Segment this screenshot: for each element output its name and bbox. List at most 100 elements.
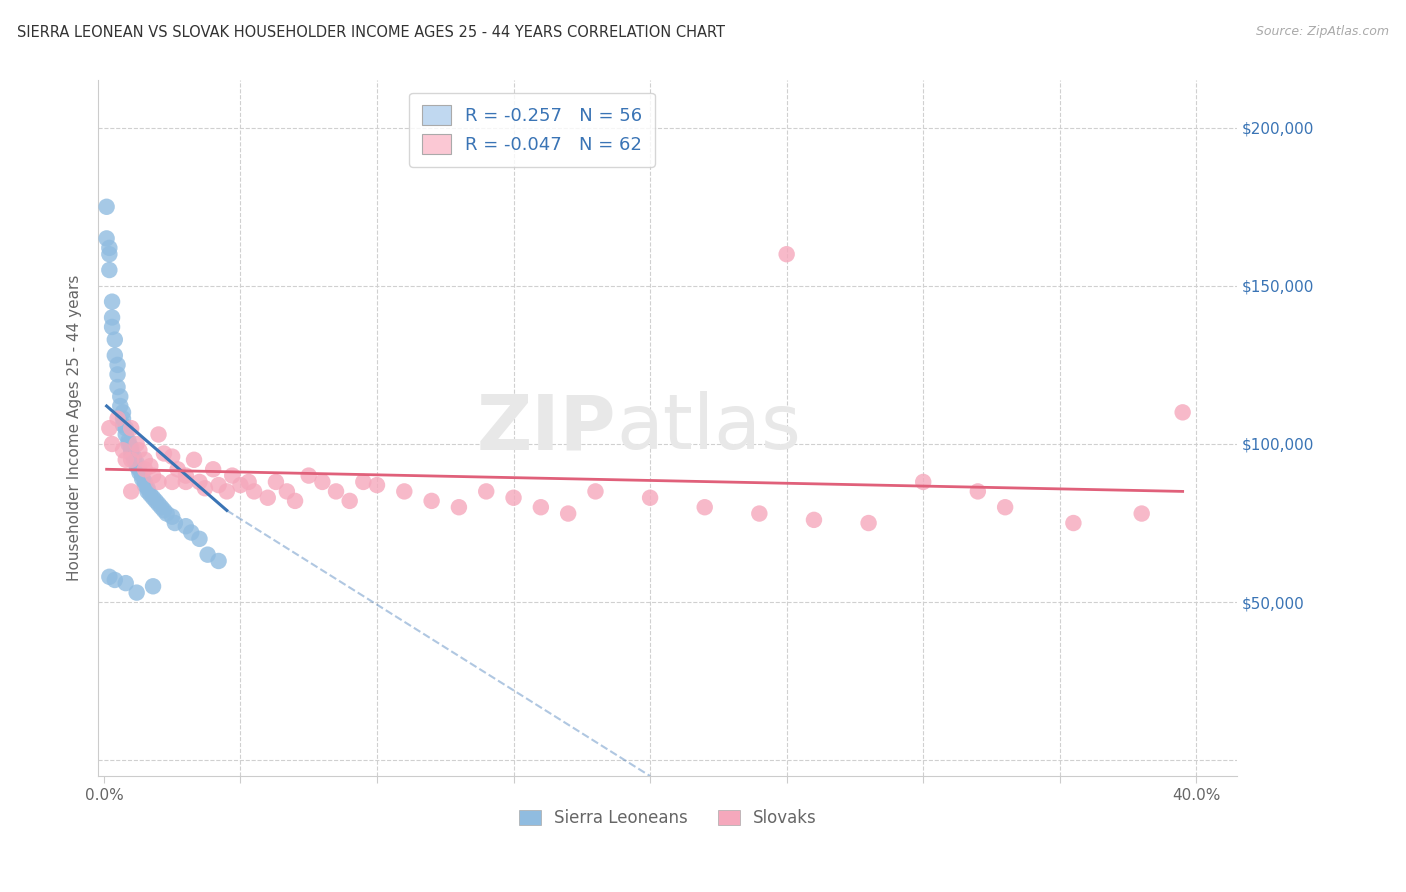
Point: [120, 443, 142, 458]
Point: [243, 484, 266, 499]
Point: [858, 516, 880, 530]
Point: [284, 494, 307, 508]
Point: [120, 446, 142, 460]
Point: [134, 452, 156, 467]
Point: [475, 484, 498, 499]
Point: [136, 481, 159, 495]
Point: [145, 494, 167, 508]
Point: [96, 200, 118, 214]
Point: [117, 434, 139, 448]
Point: [136, 484, 159, 499]
Point: [134, 475, 156, 489]
Point: [215, 484, 238, 499]
Point: [160, 450, 183, 464]
Point: [202, 462, 225, 476]
Point: [188, 475, 211, 489]
Point: [134, 478, 156, 492]
Point: [229, 478, 252, 492]
Point: [111, 443, 134, 458]
Point: [107, 411, 129, 425]
Point: [125, 459, 148, 474]
Point: [125, 437, 148, 451]
Point: [120, 452, 142, 467]
Point: [148, 475, 170, 489]
Point: [264, 475, 287, 489]
Point: [160, 509, 183, 524]
Point: [748, 507, 770, 521]
Text: Source: ZipAtlas.com: Source: ZipAtlas.com: [1256, 25, 1389, 38]
Point: [139, 487, 162, 501]
Point: [163, 516, 186, 530]
Point: [174, 468, 197, 483]
Point: [530, 500, 553, 515]
Point: [207, 478, 229, 492]
Point: [166, 462, 188, 476]
Text: ZIP: ZIP: [477, 392, 617, 465]
Point: [221, 468, 243, 483]
Point: [156, 507, 179, 521]
Point: [1062, 516, 1084, 530]
Point: [238, 475, 260, 489]
Point: [98, 421, 121, 435]
Point: [803, 513, 825, 527]
Point: [114, 452, 136, 467]
Point: [120, 440, 142, 454]
Point: [122, 450, 145, 464]
Point: [114, 576, 136, 591]
Text: atlas: atlas: [617, 392, 801, 465]
Point: [101, 437, 124, 451]
Point: [966, 484, 988, 499]
Point: [111, 417, 134, 432]
Point: [98, 263, 121, 277]
Point: [339, 494, 361, 508]
Point: [142, 468, 165, 483]
Point: [131, 472, 153, 486]
Y-axis label: Householder Income Ages 25 - 44 years: Householder Income Ages 25 - 44 years: [67, 275, 83, 582]
Point: [150, 500, 173, 515]
Point: [180, 525, 202, 540]
Point: [142, 491, 165, 505]
Point: [1130, 507, 1153, 521]
Point: [557, 507, 579, 521]
Point: [101, 320, 124, 334]
Point: [585, 484, 607, 499]
Point: [131, 468, 153, 483]
Point: [693, 500, 716, 515]
Point: [110, 390, 132, 404]
Point: [107, 358, 129, 372]
Point: [276, 484, 298, 499]
Point: [142, 579, 165, 593]
Point: [188, 532, 211, 546]
Point: [197, 548, 219, 562]
Point: [420, 494, 443, 508]
Point: [104, 573, 127, 587]
Point: [117, 437, 139, 451]
Point: [298, 468, 321, 483]
Point: [110, 399, 132, 413]
Point: [114, 427, 136, 442]
Point: [775, 247, 797, 261]
Point: [120, 484, 142, 499]
Point: [352, 475, 374, 489]
Point: [160, 475, 183, 489]
Text: SIERRA LEONEAN VS SLOVAK HOUSEHOLDER INCOME AGES 25 - 44 YEARS CORRELATION CHART: SIERRA LEONEAN VS SLOVAK HOUSEHOLDER INC…: [17, 25, 725, 40]
Point: [447, 500, 470, 515]
Point: [101, 294, 124, 309]
Point: [98, 247, 121, 261]
Point: [394, 484, 416, 499]
Point: [125, 456, 148, 470]
Point: [98, 241, 121, 255]
Point: [311, 475, 333, 489]
Point: [153, 503, 176, 517]
Point: [194, 481, 217, 495]
Point: [128, 443, 150, 458]
Point: [111, 411, 134, 425]
Point: [114, 421, 136, 435]
Point: [120, 421, 142, 435]
Point: [174, 519, 197, 533]
Point: [502, 491, 524, 505]
Point: [107, 380, 129, 394]
Point: [104, 348, 127, 362]
Point: [122, 452, 145, 467]
Point: [104, 333, 127, 347]
